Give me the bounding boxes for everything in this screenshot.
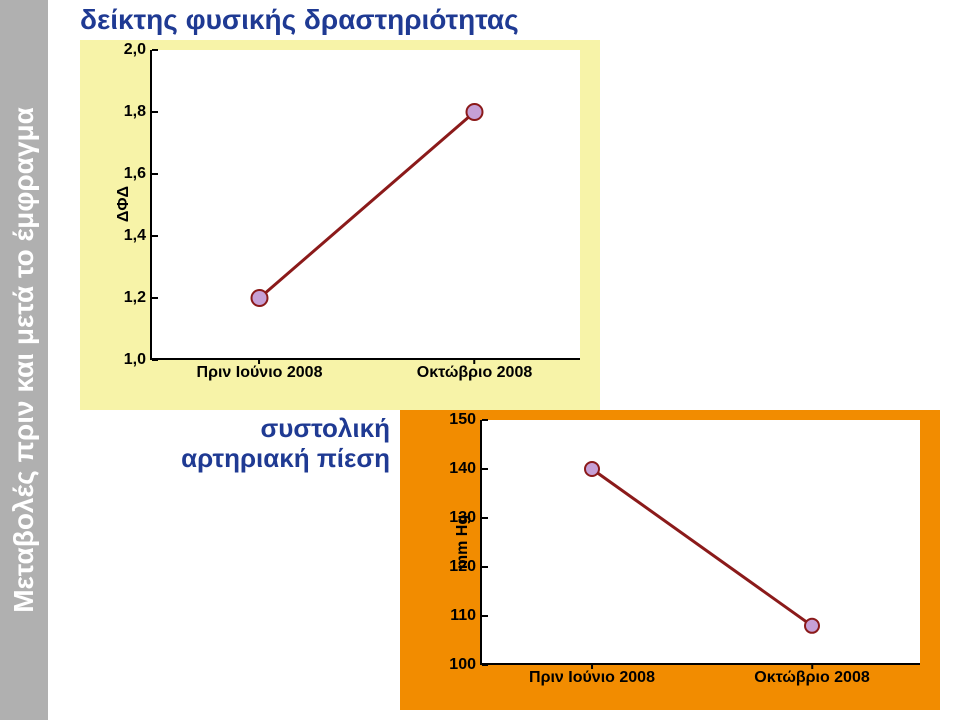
chart2-title: συστολική αρτηριακή πίεση bbox=[130, 414, 390, 474]
chart2-ylabel: mm Hg bbox=[454, 514, 472, 568]
chart2-xtick: Οκτώβριο 2008 bbox=[754, 663, 870, 687]
sidebar-label-text: Μεταβολές πριν και μετά το έμφραγμα bbox=[8, 107, 40, 613]
chart1-ytick: 1,8 bbox=[124, 103, 152, 121]
chart2-ytick: 100 bbox=[449, 656, 482, 674]
chart2-ytick: 150 bbox=[449, 411, 482, 429]
chart2-plot: 100110120130140150mm HgΠριν Ιούνιο 2008Ο… bbox=[480, 420, 920, 665]
chart2-ytick: 110 bbox=[450, 607, 482, 625]
chart1-xtick: Οκτώβριο 2008 bbox=[417, 358, 533, 382]
chart1-ytick: 1,6 bbox=[124, 165, 152, 183]
chart2-ytick: 140 bbox=[449, 460, 482, 478]
chart1-plot: 1,01,21,41,61,82,0ΔΦΔΠριν Ιούνιο 2008Οκτ… bbox=[150, 50, 580, 360]
chart1-xtick: Πριν Ιούνιο 2008 bbox=[197, 358, 323, 382]
chart1-ytick: 1,0 bbox=[124, 351, 152, 369]
chart1-svg bbox=[152, 50, 582, 360]
chart1-marker bbox=[252, 290, 268, 306]
chart1-ytick: 2,0 bbox=[124, 41, 152, 59]
chart1: 1,0 1,2 1,4 1,6 1,8 2,0 ΔΦΔ Πριν Ιούνιο 2008 Οκτ… bbox=[80, 40, 600, 410]
chart2-line bbox=[592, 469, 812, 626]
chart2-xtick: Πριν Ιούνιο 2008 bbox=[529, 663, 655, 687]
chart1-ylabel: ΔΦΔ bbox=[115, 186, 133, 222]
chart1-title: δείκτης φυσικής δραστηριότητας bbox=[80, 4, 519, 36]
chart2: 100110120130140150mm HgΠριν Ιούνιο 2008Ο… bbox=[400, 410, 940, 710]
chart2-marker bbox=[805, 619, 819, 633]
chart1-line bbox=[260, 112, 475, 298]
chart1-marker bbox=[467, 104, 483, 120]
sidebar-vertical-label: Μεταβολές πριν και μετά το έμφραγμα bbox=[0, 0, 48, 720]
chart1-ytick: 1,2 bbox=[124, 289, 152, 307]
chart1-ytick: 1,4 bbox=[124, 227, 152, 245]
chart2-marker bbox=[585, 462, 599, 476]
chart2-svg bbox=[482, 420, 922, 665]
